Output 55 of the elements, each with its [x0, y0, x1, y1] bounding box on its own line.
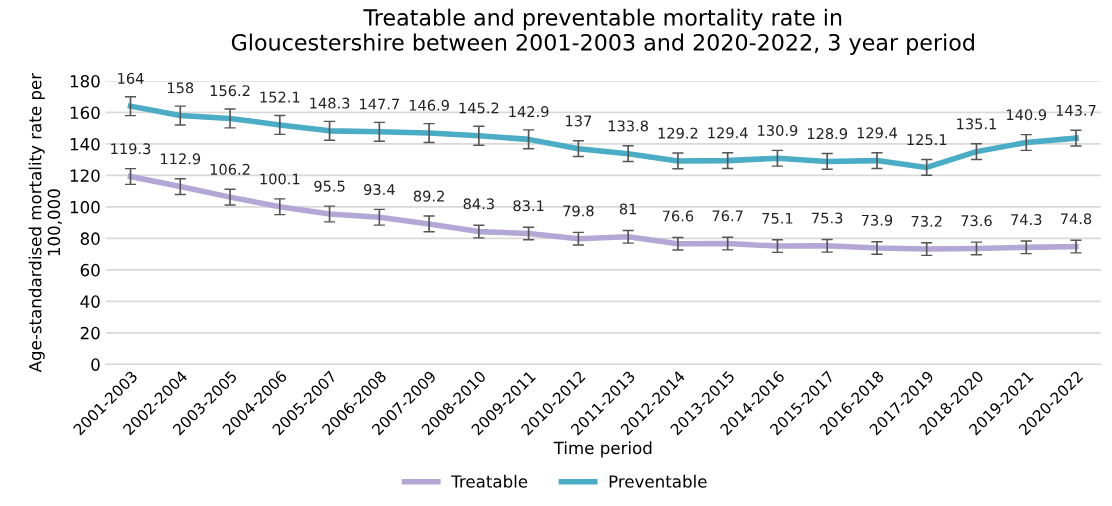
legend-label: Preventable [609, 474, 707, 488]
y-tick-label: 180 [70, 74, 100, 88]
data-label: 145.2 [459, 102, 499, 114]
chart-title: Treatable and preventable mortality rate in Gloucestershire between 2001-2003 and 2020-2022, 3 year period [231, 8, 974, 56]
data-label: 158 [167, 82, 194, 94]
data-label: 73.6 [961, 215, 992, 227]
y-tick-label: 160 [70, 106, 100, 120]
y-tick-label: 40 [80, 295, 100, 308]
data-label: 147.7 [360, 98, 399, 110]
data-label: 75.1 [762, 212, 793, 224]
data-label: 112.9 [161, 153, 201, 165]
y-tick-label: 20 [80, 326, 100, 340]
data-label: 83.1 [513, 200, 544, 212]
data-label: 73.9 [861, 214, 893, 226]
data-label: 164 [118, 72, 144, 84]
data-label: 135.1 [957, 118, 996, 130]
data-label: 74.3 [1011, 214, 1042, 226]
data-label: 93.4 [364, 183, 395, 196]
data-label: 130.9 [758, 124, 798, 136]
data-label: 140.9 [1006, 109, 1047, 121]
y-tick-label: 140 [70, 137, 100, 151]
data-label: 148.3 [310, 97, 350, 109]
data-label: 152.1 [260, 91, 300, 103]
data-label: 79.8 [563, 205, 594, 217]
data-label: 76.7 [712, 210, 743, 222]
data-label: 75.3 [812, 212, 843, 224]
data-label: 137 [566, 115, 592, 127]
data-label: 129.4 [708, 127, 748, 139]
data-label: 76.6 [662, 210, 694, 222]
x-axis-title: Time period [553, 441, 652, 458]
data-label: 129.4 [857, 127, 898, 139]
data-label: 100.1 [260, 173, 300, 185]
y-tick-label: 0 [91, 358, 100, 371]
data-label: 133.8 [608, 120, 649, 132]
y-tick-label: 120 [70, 169, 100, 182]
data-label: 73.2 [911, 215, 942, 227]
data-label: 84.3 [463, 198, 494, 210]
data-label: 129.2 [658, 127, 698, 139]
data-label: 143.7 [1056, 104, 1096, 116]
y-tick-label: 60 [80, 263, 100, 277]
data-label: 89.2 [413, 190, 444, 202]
data-label: 106.2 [210, 163, 250, 175]
data-label: 142.9 [509, 106, 549, 118]
data-label: 95.5 [314, 180, 345, 192]
y-axis-title: Age-standardised mortality rate per 100,000 [28, 72, 62, 373]
data-label: 125.1 [907, 134, 947, 146]
data-label: 128.9 [807, 128, 848, 140]
data-label: 119.3 [111, 143, 151, 155]
data-label: 74.8 [1060, 213, 1092, 225]
y-tick-label: 80 [80, 232, 100, 245]
data-label: 81 [619, 203, 637, 215]
data-label: 146.9 [409, 99, 449, 111]
data-label: 156.2 [210, 85, 250, 97]
y-tick-label: 100 [70, 200, 100, 214]
legend-label: Treatable [451, 474, 528, 488]
